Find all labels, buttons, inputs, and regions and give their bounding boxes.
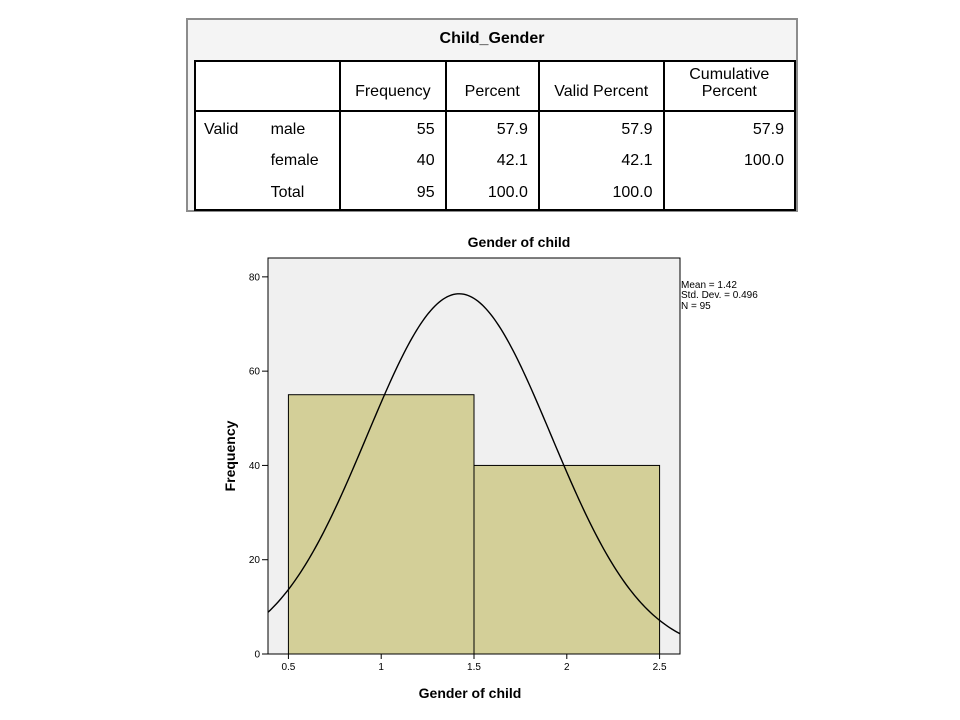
x-tick-label: 0.5	[281, 662, 295, 673]
y-axis-label: Frequency	[222, 420, 238, 491]
y-tick-label: 80	[249, 272, 261, 283]
header-cumulative-percent: Cumulative Percent	[662, 61, 795, 112]
cell-frequency: 95	[339, 177, 446, 210]
header-percent: Percent	[444, 61, 539, 112]
table-row: female 40 42.1 42.1 100.0	[195, 144, 795, 177]
x-tick-label: 1.5	[467, 662, 481, 673]
x-axis: 0.5 1 1.5 2 2.5	[281, 654, 667, 673]
table-row: Total 95 100.0 100.0	[195, 177, 795, 210]
table-title: Child_Gender	[439, 30, 545, 47]
cell-frequency: 40	[339, 144, 446, 177]
stats-mean: Mean = 1.42	[681, 280, 737, 291]
bars-group	[287, 394, 661, 655]
chart-title: Gender of child	[468, 234, 571, 250]
cell-percent: 100.0	[444, 177, 539, 210]
x-tick-label: 1	[378, 662, 384, 673]
stats-std-dev: Std. Dev. = 0.496	[681, 290, 758, 301]
normal-curve-line	[267, 293, 681, 635]
y-tick-label: 40	[249, 461, 261, 472]
y-tick-label: 0	[254, 650, 260, 661]
cell-cumulative-percent: 57.9	[662, 111, 795, 144]
table-header-row: Frequency Percent Valid Percent Cumulati…	[195, 61, 795, 112]
frequency-table: Frequency Percent Valid Percent Cumulati…	[194, 60, 796, 211]
x-tick-label: 2.5	[653, 662, 667, 673]
cell-cumulative-percent	[662, 177, 795, 210]
y-axis: 0 20 40 60 80	[249, 272, 268, 661]
y-tick-label: 20	[249, 555, 261, 566]
row-label: male	[270, 121, 306, 138]
header-corner	[195, 61, 341, 112]
header-valid-percent: Valid Percent	[537, 61, 664, 112]
histogram-bar	[287, 394, 475, 655]
cell-valid-percent: 42.1	[537, 144, 664, 177]
cell-frequency: 55	[339, 111, 446, 144]
x-axis-label: Gender of child	[419, 685, 522, 701]
histogram-bar	[473, 464, 661, 655]
cell-percent: 42.1	[444, 144, 539, 177]
cell-valid-percent: 57.9	[537, 111, 664, 144]
stats-n: N = 95	[681, 301, 711, 312]
cell-percent: 57.9	[444, 111, 539, 144]
cell-valid-percent: 100.0	[537, 177, 664, 210]
frequency-table-panel: Child_Gender Frequency Percent Valid Per…	[186, 18, 798, 212]
header-frequency: Frequency	[339, 61, 446, 112]
table-row: Valid male 55 57.9 57.9 57.9	[195, 111, 795, 144]
stats-annotation: Mean = 1.42 Std. Dev. = 0.496 N = 95	[681, 280, 758, 312]
row-label: female	[270, 151, 319, 169]
y-tick-label: 60	[249, 367, 261, 378]
row-group-label: Valid	[204, 121, 239, 138]
row-label: Total	[270, 184, 305, 201]
x-tick-label: 2	[564, 662, 570, 673]
cell-cumulative-percent: 100.0	[662, 144, 795, 177]
